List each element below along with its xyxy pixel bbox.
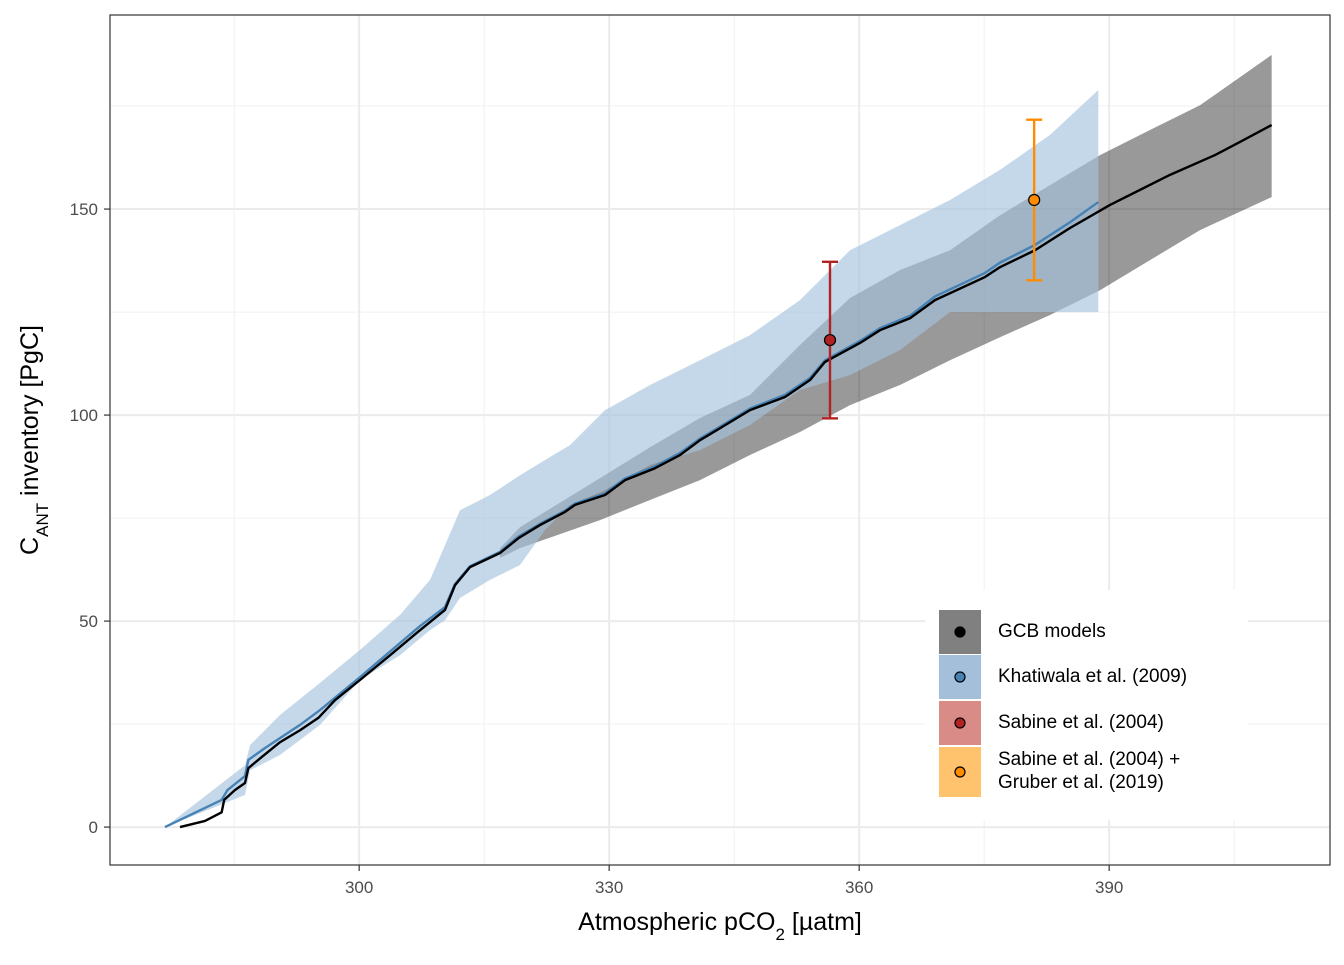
point [1028, 193, 1041, 207]
x-tick-label: 360 [845, 878, 873, 897]
x-axis-label: Atmospheric pCO2 [µatm] [578, 908, 862, 944]
x-label-sub: 2 [775, 925, 784, 944]
legend-marker [954, 717, 966, 729]
point [823, 333, 837, 347]
legend-label: Khatiwala et al. (2009) [998, 666, 1188, 687]
x-tick-label: 390 [1095, 878, 1123, 897]
legend-label: Sabine et al. (2004) + Gruber et al. (20… [998, 749, 1181, 793]
legend-marker [954, 626, 966, 638]
y-tick-label: 150 [70, 200, 98, 219]
ribbon [165, 89, 1099, 828]
x-tick-label: 300 [345, 878, 373, 897]
legend-label: Sabine et al. (2004) [998, 712, 1164, 733]
line [164, 201, 1100, 829]
y-label-part: inventory [PgC] [16, 325, 44, 503]
line [179, 123, 1273, 829]
x-tick-label: 330 [595, 878, 623, 897]
y-tick-label: 0 [89, 818, 98, 837]
panel-border [109, 14, 1331, 866]
legend: GCB models Khatiwala et al. (2009) Sabine … [925, 590, 1248, 820]
x-label-part: [µatm] [785, 908, 862, 936]
x-label-part: Atmospheric pCO [578, 908, 775, 936]
legend-label-box: Sabine et al. (2004) + Gruber et al. (20… [998, 749, 1181, 793]
y-tick-label: 50 [79, 612, 98, 631]
axes: 300 330 360 390 0 50 100 150 [70, 200, 1124, 897]
plot-area [164, 54, 1273, 829]
legend-marker [954, 766, 966, 778]
y-label-part: C [16, 537, 44, 555]
y-tick-label: 100 [70, 406, 98, 425]
y-axis-label: CANT inventory [PgC] [16, 325, 52, 555]
legend-label-box: Sabine et al. (2004) [998, 712, 1164, 733]
legend-label: GCB models [998, 621, 1106, 642]
y-label-sub: ANT [33, 503, 52, 537]
legend-marker [954, 671, 966, 683]
legend-label-box: GCB models [998, 621, 1106, 642]
legend-label-box: Khatiwala et al. (2009) [998, 666, 1188, 687]
